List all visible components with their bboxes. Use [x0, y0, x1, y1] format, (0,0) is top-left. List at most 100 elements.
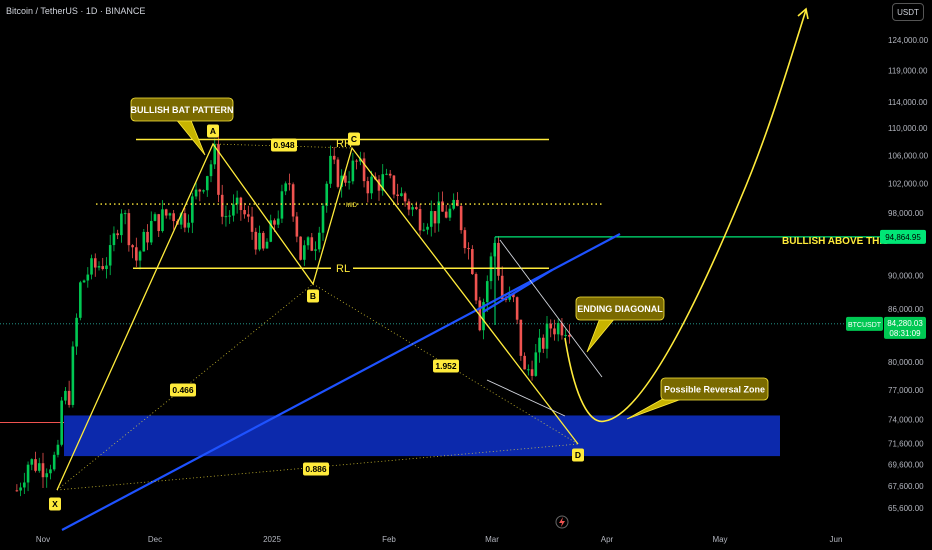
candle [426, 223, 429, 235]
candle-body [288, 183, 291, 185]
candle-body [224, 216, 228, 218]
candle-body [213, 144, 217, 165]
time-tick-label: Nov [36, 535, 50, 544]
candle-body [549, 323, 553, 329]
candle [164, 208, 168, 219]
ascending-trendline [61, 233, 621, 531]
candle [209, 160, 213, 183]
candle-body [291, 184, 295, 217]
bullish-bat-callout-text: BULLISH BAT PATTERN [131, 105, 234, 115]
candle-body [37, 463, 41, 471]
candle [467, 242, 470, 260]
candle-body [157, 214, 161, 232]
candle-body [127, 213, 131, 246]
candle-body [86, 274, 90, 281]
candle [489, 252, 493, 290]
currency-selector[interactable]: USDT [892, 3, 924, 21]
candle [67, 380, 71, 408]
ratio-xab: 0.948 [271, 138, 297, 152]
candle-body [243, 210, 246, 215]
price-tick-label: 74,000.00 [888, 415, 924, 424]
candle-body [392, 175, 396, 195]
candle-body [456, 199, 459, 207]
candle-body [254, 231, 258, 250]
candle-body [194, 189, 198, 197]
candle [79, 280, 82, 321]
candle-body [433, 211, 437, 224]
symbol-badge-text: BTCUSDT [848, 322, 882, 329]
candle-body [280, 191, 284, 219]
candle-body [429, 211, 433, 227]
candle [519, 319, 523, 361]
candle-body [407, 201, 411, 210]
candle [168, 212, 172, 220]
candle-body [19, 487, 22, 491]
candle [97, 261, 101, 271]
candle-body [325, 183, 329, 206]
time-tick-label: Jun [830, 535, 843, 544]
point-c-box [348, 132, 360, 146]
candle [381, 164, 385, 196]
point-d: D [572, 448, 584, 462]
candle [131, 244, 134, 259]
candle [135, 237, 138, 268]
candle [235, 190, 239, 214]
candle-body [556, 322, 560, 335]
candle [441, 191, 444, 212]
candle [303, 240, 306, 266]
candle-body [120, 213, 123, 236]
candle [564, 329, 567, 339]
price-tick-label: 90,000.00 [888, 272, 924, 281]
candle [560, 318, 564, 340]
candle-body [191, 196, 194, 223]
candle-body [168, 213, 172, 216]
price-tick-label: 124,000.00 [888, 36, 929, 45]
price-tick-label: 98,000.00 [888, 209, 924, 218]
point-a-box [207, 124, 219, 138]
candle [138, 250, 142, 270]
candle [239, 196, 243, 221]
ratio-xad: 0.886 [303, 462, 329, 476]
candle [213, 138, 217, 169]
candle-body [56, 444, 60, 455]
candle-body [198, 189, 202, 192]
diagonal-upper-line [499, 239, 603, 378]
bullish-above-text: BULLISH ABOVE THIS [782, 236, 889, 247]
candle-body [396, 194, 399, 197]
candle-body [388, 173, 392, 176]
candle-body [344, 175, 347, 183]
candle [515, 296, 519, 325]
candle-body [97, 266, 101, 268]
candle-body [444, 211, 448, 218]
candle-body [34, 459, 37, 471]
candle [198, 188, 202, 202]
candle [172, 210, 175, 230]
candle-body [105, 265, 108, 270]
candle-body [377, 179, 381, 191]
candle-body [441, 201, 444, 212]
candle [258, 225, 261, 252]
candle-body [149, 220, 153, 243]
candle [56, 439, 60, 458]
candle [325, 181, 329, 213]
candle [474, 272, 478, 305]
candle-body [415, 207, 418, 210]
candle [232, 194, 235, 222]
candle-body [90, 258, 93, 275]
candle-body [205, 176, 209, 191]
candle-body [164, 209, 168, 216]
candle-body [112, 233, 116, 246]
reversal-zone-callout: Possible Reversal Zone [626, 377, 769, 420]
candle [45, 468, 49, 488]
candle [415, 201, 418, 211]
price-tick-label: 86,000.00 [888, 305, 924, 314]
candle [265, 238, 269, 249]
price-tick-label: 114,000.00 [888, 98, 928, 107]
candle [288, 173, 291, 191]
countdown-value: 08:31:09 [889, 329, 921, 338]
candle [527, 364, 530, 376]
candle-body [385, 173, 388, 175]
ratio-xad-text: 0.886 [305, 464, 327, 474]
candle-body [67, 390, 71, 405]
